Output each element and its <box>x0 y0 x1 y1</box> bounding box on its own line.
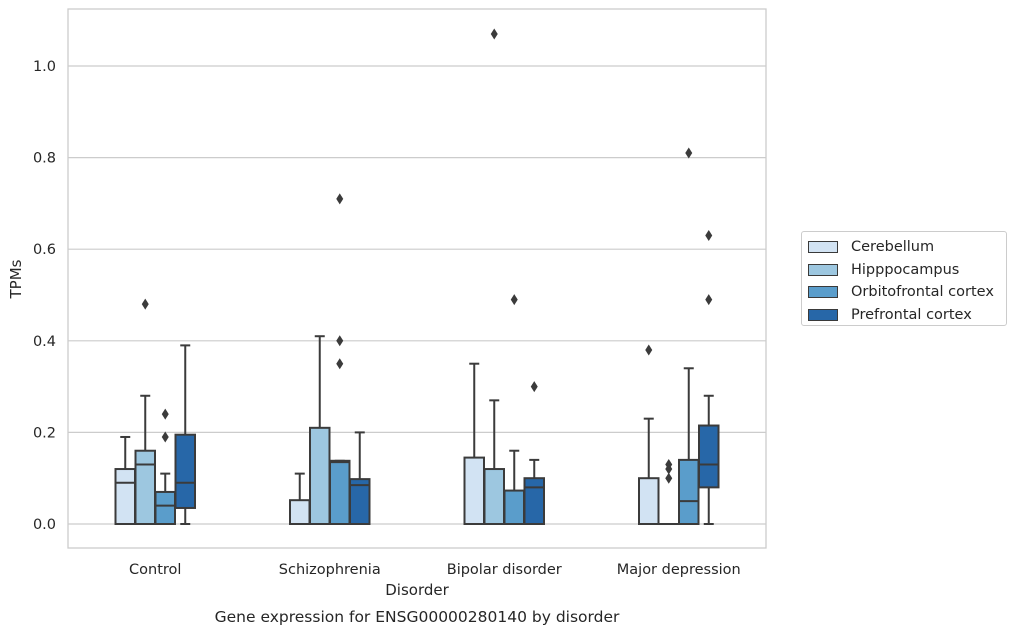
box-group <box>503 294 525 526</box>
box <box>134 449 156 525</box>
box-groups <box>114 28 720 526</box>
box-group <box>483 28 505 526</box>
outlier-point <box>336 335 344 347</box>
legend-item-prefrontal-cortex: Prefrontal cortex <box>808 304 1006 327</box>
box <box>503 489 525 526</box>
legend-item-orbitofrontal-cortex: Orbitofrontal cortex <box>808 281 1006 304</box>
x-tick-label: Control <box>129 562 181 578</box>
box-group <box>678 147 700 526</box>
plot-frame <box>67 8 767 549</box>
box-group <box>329 193 351 525</box>
box <box>483 468 505 526</box>
box <box>349 478 371 525</box>
box <box>174 433 196 509</box>
outlier-point <box>705 229 713 241</box>
box <box>309 426 331 526</box>
box-group <box>463 362 485 525</box>
outlier-point <box>665 472 673 484</box>
box-group <box>154 408 176 526</box>
legend-swatch <box>808 263 838 276</box>
outlier-point <box>336 193 344 205</box>
legend-item-cerebellum: Cerebellum <box>808 236 1006 259</box>
legend: Cerebellum Hipppocampus Orbitofrontal co… <box>801 231 1007 326</box>
y-tick-label: 0.2 <box>33 425 56 441</box>
box-group <box>114 435 136 526</box>
gridlines <box>68 65 766 525</box>
box-group <box>309 335 331 526</box>
box <box>114 468 136 526</box>
box-group <box>174 344 196 525</box>
outlier-point <box>161 408 169 420</box>
box-group <box>698 229 720 525</box>
legend-label: Cerebellum <box>851 239 935 256</box>
box <box>154 490 176 526</box>
x-tick-label: Bipolar disorder <box>447 562 562 578</box>
legend-label: Hipppocampus <box>851 261 960 278</box>
outlier-point <box>705 294 713 306</box>
legend-item-hippocampus: Hipppocampus <box>808 259 1006 282</box>
legend-swatch <box>808 286 838 299</box>
outlier-point <box>685 147 693 159</box>
outlier-point <box>530 381 538 393</box>
box-group <box>638 344 660 526</box>
box-group <box>289 472 311 525</box>
box <box>698 424 720 489</box>
box-group <box>134 298 156 525</box>
legend-swatch <box>808 241 838 254</box>
outlier-point <box>141 298 149 310</box>
box-group <box>658 458 680 526</box>
box <box>523 477 545 526</box>
chart-title: Gene expression for ENSG00000280140 by d… <box>215 608 620 626</box>
box-group <box>349 431 371 525</box>
legend-swatch <box>808 309 838 322</box>
box <box>289 499 311 525</box>
y-tick-labels: 0.0 0.2 0.4 0.6 0.8 1.0 <box>33 59 56 533</box>
box-group <box>523 381 545 526</box>
outlier-point <box>161 431 169 443</box>
box <box>463 456 485 525</box>
outlier-point <box>510 294 518 306</box>
x-tick-label: Major depression <box>617 562 741 578</box>
x-axis-label: Disorder <box>385 581 449 599</box>
y-tick-label: 0.0 <box>33 517 56 533</box>
y-tick-label: 0.6 <box>33 242 56 258</box>
box <box>638 477 660 526</box>
outlier-point <box>336 358 344 370</box>
box <box>678 458 700 526</box>
x-tick-label: Schizophrenia <box>279 562 381 578</box>
box <box>329 459 351 525</box>
outlier-point <box>490 28 498 40</box>
y-tick-label: 0.8 <box>33 151 56 167</box>
legend-label: Orbitofrontal cortex <box>851 284 994 301</box>
y-tick-label: 0.4 <box>33 334 56 350</box>
outlier-point <box>645 344 653 356</box>
x-tick-labels: Control Schizophrenia Bipolar disorder Majo… <box>129 562 741 578</box>
outlier-point <box>665 458 673 470</box>
y-axis-label: TPMs <box>7 259 25 299</box>
legend-label: Prefrontal cortex <box>851 307 972 324</box>
y-tick-label: 1.0 <box>33 59 56 75</box>
